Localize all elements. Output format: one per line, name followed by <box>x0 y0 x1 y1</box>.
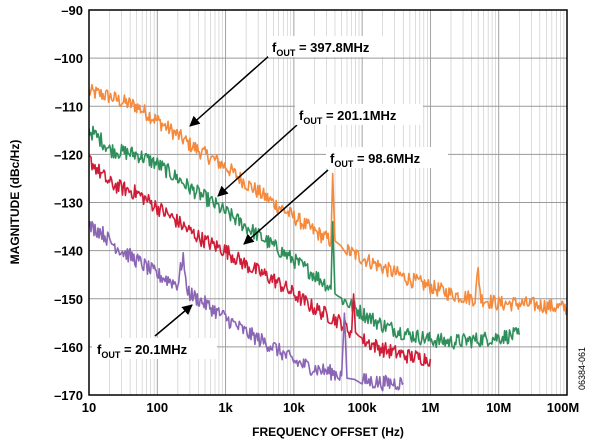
y-tick-label: –160 <box>54 340 83 355</box>
annotation-98-main: f <box>330 151 335 166</box>
y-axis-title: MAGNITUDE (dBc/Hz) <box>8 140 22 265</box>
annotation-201-main: f <box>299 108 304 123</box>
arrow-98 <box>243 169 329 245</box>
annotation-397-sub: OUT <box>276 48 296 58</box>
svg-text:fOUT = 20.1MHz: fOUT = 20.1MHz <box>97 342 188 360</box>
grid <box>88 9 568 396</box>
annotation-20-main: f <box>97 342 102 357</box>
annotation-397-main: f <box>272 40 277 55</box>
x-tick-label: 100k <box>348 400 378 415</box>
x-axis-title: FREQUENCY OFFSET (Hz) <box>252 425 404 439</box>
annotation-20-sub: OUT <box>101 350 121 360</box>
x-tick-label: 1M <box>421 400 439 415</box>
y-tick-label: –130 <box>54 196 83 211</box>
series-line-1 <box>89 125 521 350</box>
series-line-3 <box>89 220 404 392</box>
x-tick-label: 10M <box>486 400 511 415</box>
figure-code: 06384-061 <box>577 347 587 390</box>
annotation-201-rest: = 201.1MHz <box>322 108 397 123</box>
y-tick-labels: –90 –100 –110 –120 –130 –140 –150 –160 –170 <box>54 3 83 403</box>
annotation-201-sub: OUT <box>303 116 323 126</box>
y-tick-label: –100 <box>54 51 83 66</box>
annotation-397-rest: = 397.8MHz <box>295 40 370 55</box>
y-tick-label: –110 <box>55 99 83 114</box>
arrow-20 <box>154 304 193 337</box>
annotation-arrows <box>154 54 329 337</box>
arrow-201 <box>217 124 298 197</box>
x-tick-label: 10 <box>82 400 96 415</box>
svg-text:fOUT = 201.1MHz: fOUT = 201.1MHz <box>299 108 397 126</box>
annotation-98-rest: = 98.6MHz <box>353 151 420 166</box>
x-tick-label: 100M <box>547 400 580 415</box>
y-tick-label: –120 <box>54 147 83 162</box>
annotation-98: fOUT = 98.6MHz <box>326 147 448 169</box>
y-tick-label: –170 <box>54 388 83 403</box>
x-tick-label: 1k <box>218 400 233 415</box>
x-tick-label: 100 <box>146 400 168 415</box>
x-tick-labels: 10 100 1k 10k 100k 1M 10M 100M <box>82 400 580 415</box>
annotation-20: fOUT = 20.1MHz <box>92 338 217 360</box>
series-layer <box>89 84 567 392</box>
svg-text:fOUT = 98.6MHz: fOUT = 98.6MHz <box>330 151 421 169</box>
annotation-397: fOUT = 397.8MHz <box>268 36 386 58</box>
series-line-0 <box>89 84 567 316</box>
svg-text:fOUT = 397.8MHz: fOUT = 397.8MHz <box>272 40 370 58</box>
series-line-2 <box>89 154 432 367</box>
arrow-397 <box>189 54 271 127</box>
x-tick-label: 10k <box>283 400 305 415</box>
y-tick-label: –90 <box>61 3 83 18</box>
annotation-20-rest: = 20.1MHz <box>120 342 187 357</box>
annotation-98-sub: OUT <box>334 159 354 169</box>
y-tick-label: –150 <box>54 292 83 307</box>
y-tick-label: –140 <box>54 244 83 259</box>
annotation-201: fOUT = 201.1MHz <box>295 104 423 126</box>
plot-frame <box>88 9 568 396</box>
